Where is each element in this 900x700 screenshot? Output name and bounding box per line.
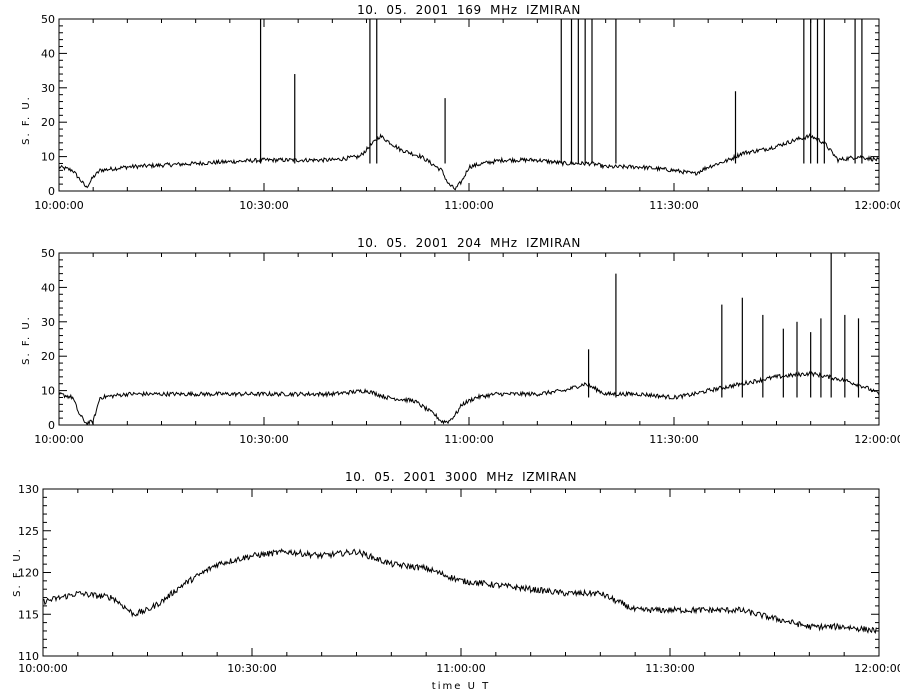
chart-title: 10. 05. 2001 3000 MHz IZMIRAN bbox=[345, 470, 577, 484]
plot-area bbox=[59, 253, 879, 425]
x-tick-label: 10:00:00 bbox=[34, 199, 83, 212]
y-tick-label: 40 bbox=[41, 281, 55, 294]
y-tick-label: 30 bbox=[41, 82, 55, 95]
x-tick-label: 12:00:00 bbox=[854, 662, 900, 675]
x-tick-label: 11:30:00 bbox=[645, 662, 694, 675]
y-tick-label: 115 bbox=[18, 608, 39, 621]
series-line-1 bbox=[43, 547, 879, 634]
y-tick-label: 20 bbox=[41, 350, 55, 363]
y-tick-label: 40 bbox=[41, 47, 55, 60]
x-tick-label: 12:00:00 bbox=[854, 433, 900, 446]
y-tick-label: 120 bbox=[18, 567, 39, 580]
x-tick-label: 10:30:00 bbox=[239, 433, 288, 446]
plot-frame bbox=[42, 488, 880, 657]
y-tick-label: 20 bbox=[41, 116, 55, 129]
y-tick-label: 125 bbox=[18, 525, 39, 538]
y-tick-label: 0 bbox=[48, 419, 55, 432]
series-line-1 bbox=[59, 132, 879, 191]
x-tick-label: 11:00:00 bbox=[444, 433, 493, 446]
y-tick-label: 50 bbox=[41, 247, 55, 260]
chart-panel-2: 10. 05. 2001 204 MHz IZMIRAN S. F. U. 0 10 2… bbox=[21, 236, 900, 446]
x-tick-label: 11:00:00 bbox=[436, 662, 485, 675]
y-axis-label: S. F. U. bbox=[21, 315, 32, 365]
chart-panel-3: 10. 05. 2001 3000 MHz IZMIRAN S. F. U. 110… bbox=[12, 470, 900, 692]
x-tick-label: 11:30:00 bbox=[649, 199, 698, 212]
chart-title: 10. 05. 2001 204 MHz IZMIRAN bbox=[357, 236, 581, 250]
x-tick-label: 11:30:00 bbox=[649, 433, 698, 446]
series-line-1 bbox=[59, 370, 879, 425]
chart-panel-1: 10. 05. 2001 169 MHz IZMIRAN S. F. U. 0 10 2… bbox=[21, 3, 900, 212]
y-tick-label: 30 bbox=[41, 316, 55, 329]
y-tick-label: 130 bbox=[18, 483, 39, 496]
plot-area bbox=[59, 19, 879, 191]
plot-area bbox=[43, 547, 879, 634]
y-tick-label: 10 bbox=[41, 385, 55, 398]
y-tick-label: 110 bbox=[18, 650, 39, 663]
x-tick-label: 10:30:00 bbox=[227, 662, 276, 675]
x-tick-label: 10:00:00 bbox=[34, 433, 83, 446]
y-axis-label: S. F. U. bbox=[21, 95, 32, 145]
y-axis-label: S. F. U. bbox=[12, 547, 23, 597]
x-axis-label: time U T bbox=[432, 681, 490, 692]
chart-title: 10. 05. 2001 169 MHz IZMIRAN bbox=[357, 3, 581, 17]
y-tick-label: 0 bbox=[48, 185, 55, 198]
y-tick-label: 10 bbox=[41, 151, 55, 164]
x-tick-label: 12:00:00 bbox=[854, 199, 900, 212]
y-tick-label: 50 bbox=[41, 13, 55, 26]
x-tick-label: 11:00:00 bbox=[444, 199, 493, 212]
x-tick-label: 10:00:00 bbox=[18, 662, 67, 675]
x-tick-label: 10:30:00 bbox=[239, 199, 288, 212]
